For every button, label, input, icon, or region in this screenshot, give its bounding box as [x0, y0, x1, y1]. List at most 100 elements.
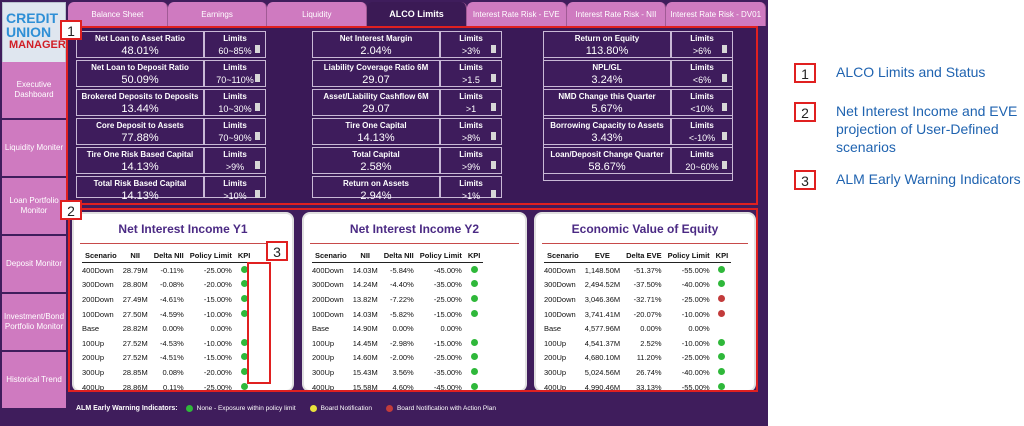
metric-value: 77.88%	[121, 132, 159, 144]
cell-kpi	[465, 263, 484, 278]
sidebar-item-liquidity-moniter[interactable]: Liquidity Moniter	[2, 120, 66, 176]
cell-kpi	[465, 307, 484, 322]
annotation-marker-2: 2	[60, 200, 82, 220]
cell-value: 15.43M	[352, 367, 378, 377]
green-kpi-dot-icon	[470, 382, 478, 390]
tab-interest-rate-risk-dv01[interactable]: Interest Rate Risk - DV01	[666, 2, 767, 26]
sidebar-item-label: Loan Portfolio Monitor	[9, 196, 59, 215]
cell-limit: -55.00%	[681, 265, 710, 275]
cell-limit: -10.00%	[203, 309, 232, 319]
cell-delta: 0.00%	[162, 324, 184, 334]
cell-kpi	[235, 263, 254, 278]
cell-value: 14.60M	[352, 353, 378, 363]
annotation-legend-number: 2	[794, 102, 816, 122]
sidebar-item-deposit-monitor[interactable]: Deposit Monitor	[2, 236, 66, 292]
cell-scenario: 400Down	[312, 265, 344, 275]
cell-limit: -15.00%	[433, 309, 462, 319]
metric-cell: Net Interest Margin 2.04%	[312, 31, 440, 58]
cell-value: 28.79M	[122, 265, 148, 275]
cell-kpi	[713, 292, 732, 307]
tab-interest-rate-risk-nii[interactable]: Interest Rate Risk - NII	[566, 2, 667, 26]
cell-kpi	[713, 365, 732, 380]
table-row: 400Up 28.86M 0.11% -25.00%	[82, 380, 253, 392]
table-row: 100Down 27.50M -4.59% -10.00%	[82, 307, 253, 322]
green-kpi-dot-icon	[470, 353, 478, 361]
tab-interest-rate-risk-eve[interactable]: Interest Rate Risk - EVE	[466, 2, 567, 26]
cell-value: 14.03M	[352, 265, 378, 275]
limit-cell: Limits <10%	[671, 89, 733, 116]
cell-scenario: 300Up	[82, 367, 105, 377]
tab-earnings[interactable]: Earnings	[167, 2, 268, 26]
metric-name: Return on Assets	[343, 179, 409, 188]
metric-cell: Liability Coverage Ratio 6M 29.07	[312, 60, 440, 87]
metric-name: Loan/Deposit Change Quarter	[550, 150, 664, 159]
cell-limit: -10.00%	[203, 338, 232, 348]
limit-header: Limits	[223, 63, 247, 72]
metric-name: Return on Equity	[574, 34, 640, 43]
cell-delta: 33.13%	[636, 382, 662, 392]
metric-cell: Total Capital 2.58%	[312, 147, 440, 174]
limit-cell: Limits >3%	[440, 31, 502, 58]
cell-kpi	[713, 263, 732, 278]
metric-name: Tire One Capital	[345, 121, 407, 130]
cell-limit: -45.00%	[433, 265, 462, 275]
metric-name: Net Interest Margin	[339, 34, 413, 43]
legend-item-none: None - Exposure within policy limit	[185, 405, 296, 412]
metric-cell: Total Risk Based Capital 14.13%	[76, 176, 204, 202]
tab-liquidity[interactable]: Liquidity	[267, 2, 368, 26]
column-header: EVE	[581, 248, 624, 263]
sidebar-item-loan-portfolio-monitor[interactable]: Loan Portfolio Monitor	[2, 178, 66, 234]
sidebar-item-label: Historical Trend	[6, 375, 62, 384]
table-row: 100Down 14.03M -5.82% -15.00%	[312, 307, 483, 322]
cell-limit: -15.00%	[203, 294, 232, 304]
cell-value: 28.80M	[122, 280, 148, 290]
cell-scenario: 300Down	[312, 280, 344, 290]
metric-value: 3.43%	[591, 132, 623, 144]
sidebar-item-historical-trend[interactable]: Historical Trend	[2, 352, 66, 408]
table-row: 200Up 27.52M -4.51% -15.00%	[82, 351, 253, 366]
limit-header: Limits	[223, 92, 247, 101]
limit-value: >10%	[223, 191, 247, 201]
metric-value: 13.44%	[121, 103, 159, 115]
metric-value: 14.13%	[121, 161, 159, 173]
cell-value: 28.86M	[122, 382, 148, 392]
green-kpi-dot-icon	[240, 265, 248, 273]
sidebar: Executive Dashboard Liquidity Moniter Lo…	[2, 62, 66, 410]
cell-scenario: 400Down	[544, 265, 576, 275]
eve-card: Economic Value of Equity Scenario EVE Delta…	[534, 212, 756, 392]
metric-value: 3.24%	[591, 74, 623, 86]
cell-delta: -0.08%	[159, 280, 184, 290]
green-kpi-dot-icon	[470, 294, 478, 302]
metric-name: Net Loan to Deposit Ratio	[91, 63, 189, 72]
table-header-row: Scenario EVE Delta EVE Policy Limit KPI	[544, 248, 732, 263]
sidebar-item-investment-bond-portfolio-monitor[interactable]: Investment/Bond Portfolio Monitor	[2, 294, 66, 350]
table-row: Base 14.90M 0.00% 0.00%	[312, 321, 483, 336]
cell-value: 4,541.37M	[584, 338, 621, 348]
cell-value: 4,577.96M	[584, 324, 621, 334]
nii-y2-card: Net Interest Income Y2 Scenario NII Delta N…	[302, 212, 527, 392]
status-bar-icon	[255, 190, 260, 198]
cell-scenario: 100Up	[544, 338, 567, 348]
limit-cell: Limits >1%	[440, 176, 502, 201]
sidebar-item-executive-dashboard[interactable]: Executive Dashboard	[2, 62, 66, 118]
metric-value: 14.13%	[121, 190, 159, 202]
status-bar-icon	[255, 74, 260, 82]
column-header: KPI	[464, 248, 484, 263]
cell-delta: -4.61%	[159, 294, 184, 304]
cell-value: 14.03M	[352, 309, 378, 319]
tab-alco-limits[interactable]: ALCO Limits	[367, 2, 467, 26]
cell-delta: -4.51%	[159, 353, 184, 363]
cell-value: 28.82M	[122, 324, 148, 334]
tab-balance-sheet[interactable]: Balance Sheet	[68, 2, 168, 26]
cell-kpi	[465, 380, 484, 390]
green-kpi-dot-icon	[718, 367, 726, 375]
cell-delta: 0.00%	[640, 324, 662, 334]
cell-delta: -2.00%	[389, 353, 414, 363]
green-kpi-dot-icon	[240, 367, 248, 375]
cell-limit: -25.00%	[433, 294, 462, 304]
cell-scenario: 100Down	[544, 309, 576, 319]
table-row: 400Down 28.79M -0.11% -25.00%	[82, 263, 253, 278]
limit-header: Limits	[459, 121, 483, 130]
scenario-table: Scenario EVE Delta EVE Policy Limit KPI 400Do…	[544, 248, 732, 392]
cell-scenario: 100Up	[82, 338, 105, 348]
